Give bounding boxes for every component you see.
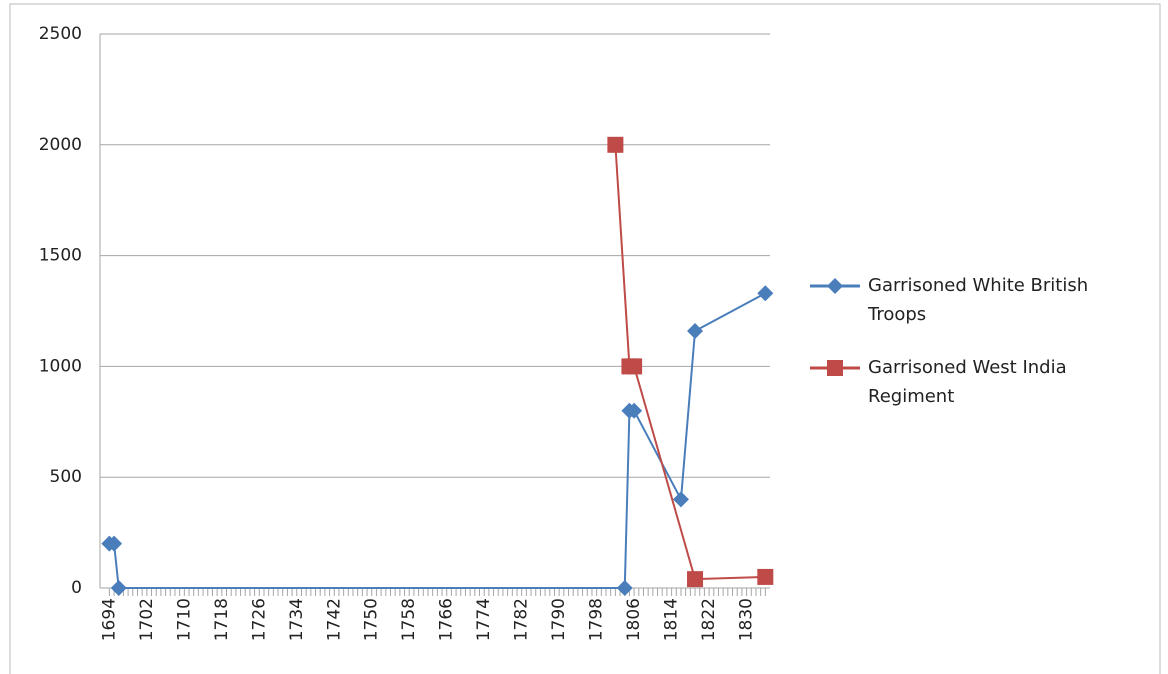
y-tick-label: 500 bbox=[50, 467, 82, 487]
marker bbox=[757, 568, 774, 585]
y-tick-label: 1000 bbox=[39, 356, 82, 376]
marker bbox=[616, 580, 633, 596]
x-tick-label: 1822 bbox=[699, 598, 719, 641]
chart-border bbox=[9, 3, 1161, 674]
marker bbox=[626, 358, 643, 375]
marker bbox=[626, 402, 643, 419]
marker bbox=[687, 571, 704, 588]
x-tick-label: 1750 bbox=[362, 598, 382, 641]
x-tick-label: 1702 bbox=[137, 598, 157, 641]
x-tick-label: 1806 bbox=[624, 598, 644, 641]
y-tick-label: 1500 bbox=[39, 246, 82, 266]
x-tick-label: 1718 bbox=[212, 598, 232, 641]
marker bbox=[106, 535, 123, 552]
x-tick-label: 1814 bbox=[662, 598, 682, 641]
x-tick-label: 1694 bbox=[99, 598, 119, 641]
x-tick-label: 1710 bbox=[174, 598, 194, 641]
x-tick-label: 1790 bbox=[549, 598, 569, 641]
marker bbox=[687, 322, 704, 339]
marker bbox=[672, 491, 689, 508]
x-tick-label: 1830 bbox=[737, 598, 757, 641]
marker bbox=[757, 285, 774, 302]
x-tick-label: 1798 bbox=[587, 598, 607, 641]
y-tick-label: 0 bbox=[71, 578, 82, 598]
x-tick-label: 1742 bbox=[324, 598, 344, 641]
marker bbox=[110, 580, 127, 596]
x-tick-label: 1782 bbox=[512, 598, 532, 641]
x-tick-label: 1774 bbox=[474, 598, 494, 641]
y-tick-label: 2000 bbox=[39, 135, 82, 155]
y-tick-label: 2500 bbox=[39, 24, 82, 44]
marker bbox=[607, 136, 624, 153]
marker bbox=[827, 360, 843, 376]
x-tick-label: 1758 bbox=[399, 598, 419, 641]
x-tick-label: 1734 bbox=[287, 598, 307, 641]
legend-label: Garrisoned White British Troops bbox=[868, 275, 1089, 325]
x-tick-label: 1766 bbox=[437, 598, 457, 641]
series-line bbox=[109, 292, 766, 589]
marker bbox=[827, 278, 843, 294]
x-tick-label: 1726 bbox=[249, 598, 269, 641]
legend-label: Garrisoned West India Regiment bbox=[868, 357, 1067, 407]
